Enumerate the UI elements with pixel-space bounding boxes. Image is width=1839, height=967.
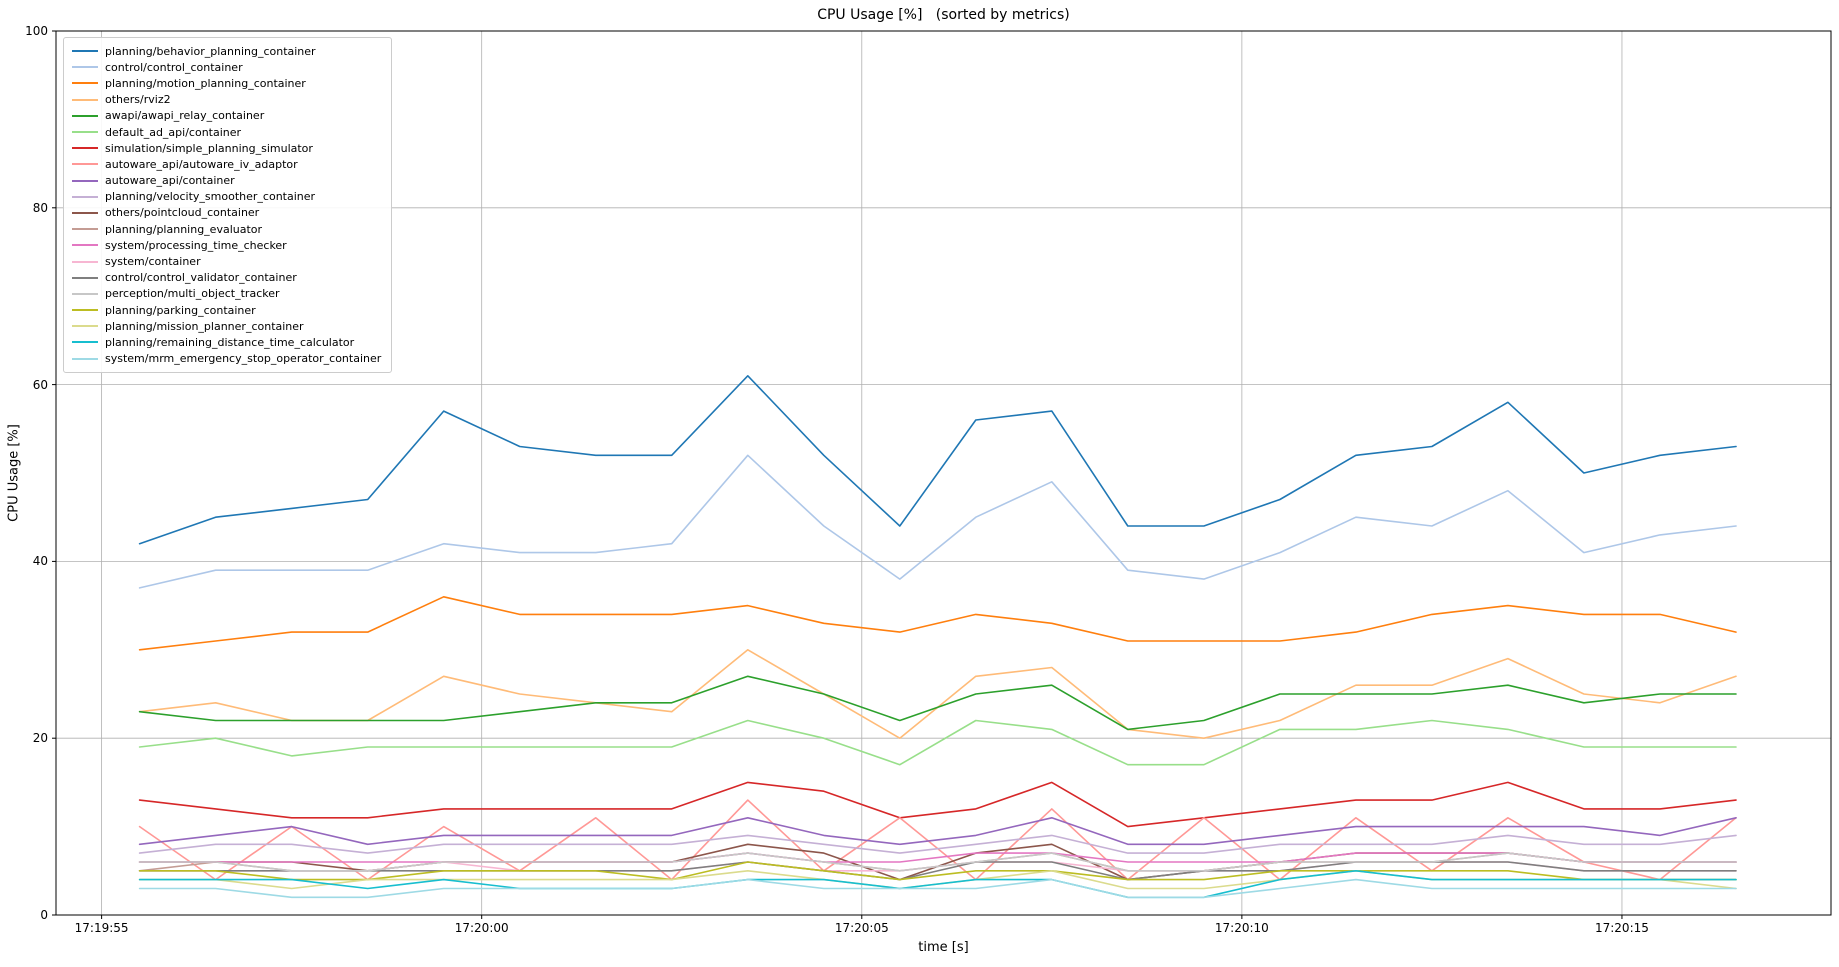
legend-label: planning/behavior_planning_container [105,44,316,58]
legend-label: control/control_validator_container [105,271,297,285]
series-line-control-control-container [138,454,1737,589]
legend-item: simulation/simple_planning_simulator [72,140,381,156]
legend-line-swatch [72,260,98,263]
series-line-system-mrm-emergency-stop-operator-container [138,878,1737,899]
y-tick-label: 60 [32,377,48,392]
legend-line-swatch [72,292,98,295]
series-line-planning-parking-container [138,861,1737,881]
legend-item: others/pointcloud_container [72,205,381,221]
legend-line-swatch [72,114,98,117]
legend-line-swatch [72,244,98,247]
legend-item: planning/behavior_planning_container [72,43,381,59]
legend-item: control/control_validator_container [72,270,381,286]
legend-item: system/container [72,253,381,269]
legend-label: system/mrm_emergency_stop_operator_conta… [105,352,382,366]
legend-item: planning/remaining_distance_time_calcula… [72,334,381,350]
legend-label: planning/velocity_smoother_container [105,190,316,204]
series-line-default-ad-api-container [138,719,1737,766]
legend-line-swatch [72,195,98,198]
legend-item: default_ad_api/container [72,124,381,140]
legend-item: autoware_api/autoware_iv_adaptor [72,156,381,172]
legend-item: awapi/awapi_relay_container [72,108,381,124]
legend-line-swatch [72,66,98,69]
legend-item: planning/planning_evaluator [72,221,381,237]
series-line-autoware-api-container [138,816,1737,846]
legend-line-swatch [72,131,98,134]
legend-label: planning/planning_evaluator [105,222,263,236]
legend-line-swatch [72,341,98,344]
legend-line-swatch [72,211,98,214]
series-line-planning-motion-planning-container [138,595,1737,651]
legend-line-swatch [72,276,98,279]
legend-label: planning/parking_container [105,303,256,317]
legend-item: planning/velocity_smoother_container [72,189,381,205]
chart-title: CPU Usage [%] (sorted by metrics) [817,7,1070,23]
series-line-system-processing-time-checker [138,852,1737,863]
legend-line-swatch [72,50,98,53]
legend-label: default_ad_api/container [105,125,242,139]
x-tick-label: 17:20:05 [834,921,889,935]
legend-item: control/control_container [72,59,381,75]
legend-item: system/mrm_emergency_stop_operator_conta… [72,351,381,367]
legend-line-swatch [72,325,98,328]
x-tick-label: 17:19:55 [74,921,129,935]
legend-label: awapi/awapi_relay_container [105,109,265,123]
series-line-others-rviz2 [138,648,1737,740]
legend-label: system/processing_time_checker [105,238,287,252]
legend-item: others/rviz2 [72,92,381,108]
x-tick-label: 17:20:10 [1214,921,1269,935]
legend-label: perception/multi_object_tracker [105,287,280,301]
legend-label: autoware_api/autoware_iv_adaptor [105,157,298,171]
legend-line-swatch [72,309,98,312]
y-tick-label: 40 [32,554,48,569]
y-tick-label: 80 [32,200,48,215]
series-line-control-control-validator-container [138,861,1737,881]
legend-line-swatch [72,228,98,231]
legend-line-swatch [72,179,98,182]
legend-label: others/rviz2 [105,93,171,107]
legend-line-swatch [72,147,98,150]
y-tick-label: 0 [40,908,48,922]
legend-line-swatch [72,357,98,360]
x-tick-label: 17:20:00 [454,921,509,935]
series-line-planning-remaining-distance-time-calculator [138,869,1737,899]
series-line-planning-velocity-smoother-container [138,834,1737,854]
legend-label: planning/motion_planning_container [105,76,306,90]
legend-label: planning/remaining_distance_time_calcula… [105,335,355,349]
legend-line-swatch [72,163,98,166]
legend-line-swatch [72,82,98,85]
legend-label: control/control_container [105,60,243,74]
series-line-awapi-awapi-relay-container [138,675,1737,731]
y-tick-label: 100 [25,24,48,38]
legend-label: system/container [105,255,201,269]
series-line-perception-multi-object-tracker [138,852,1737,872]
legend-item: autoware_api/container [72,173,381,189]
plot-border [55,30,1832,916]
y-tick-label: 20 [32,731,48,746]
legend-item: planning/motion_planning_container [72,75,381,91]
x-tick-label: 17:20:15 [1594,921,1649,935]
legend-item: planning/mission_planner_container [72,318,381,334]
legend-label: others/pointcloud_container [105,206,260,220]
legend-item: perception/multi_object_tracker [72,286,381,302]
legend-line-swatch [72,98,98,101]
legend-label: simulation/simple_planning_simulator [105,141,313,155]
series-line-planning-behavior-planning-container [138,374,1737,545]
legend-item: system/processing_time_checker [72,237,381,253]
series-line-simulation-simple-planning-simulator [138,781,1737,828]
x-axis-label: time [s] [918,940,969,955]
legend-item: planning/parking_container [72,302,381,318]
legend-label: planning/mission_planner_container [105,319,304,333]
legend-label: autoware_api/container [105,174,235,188]
